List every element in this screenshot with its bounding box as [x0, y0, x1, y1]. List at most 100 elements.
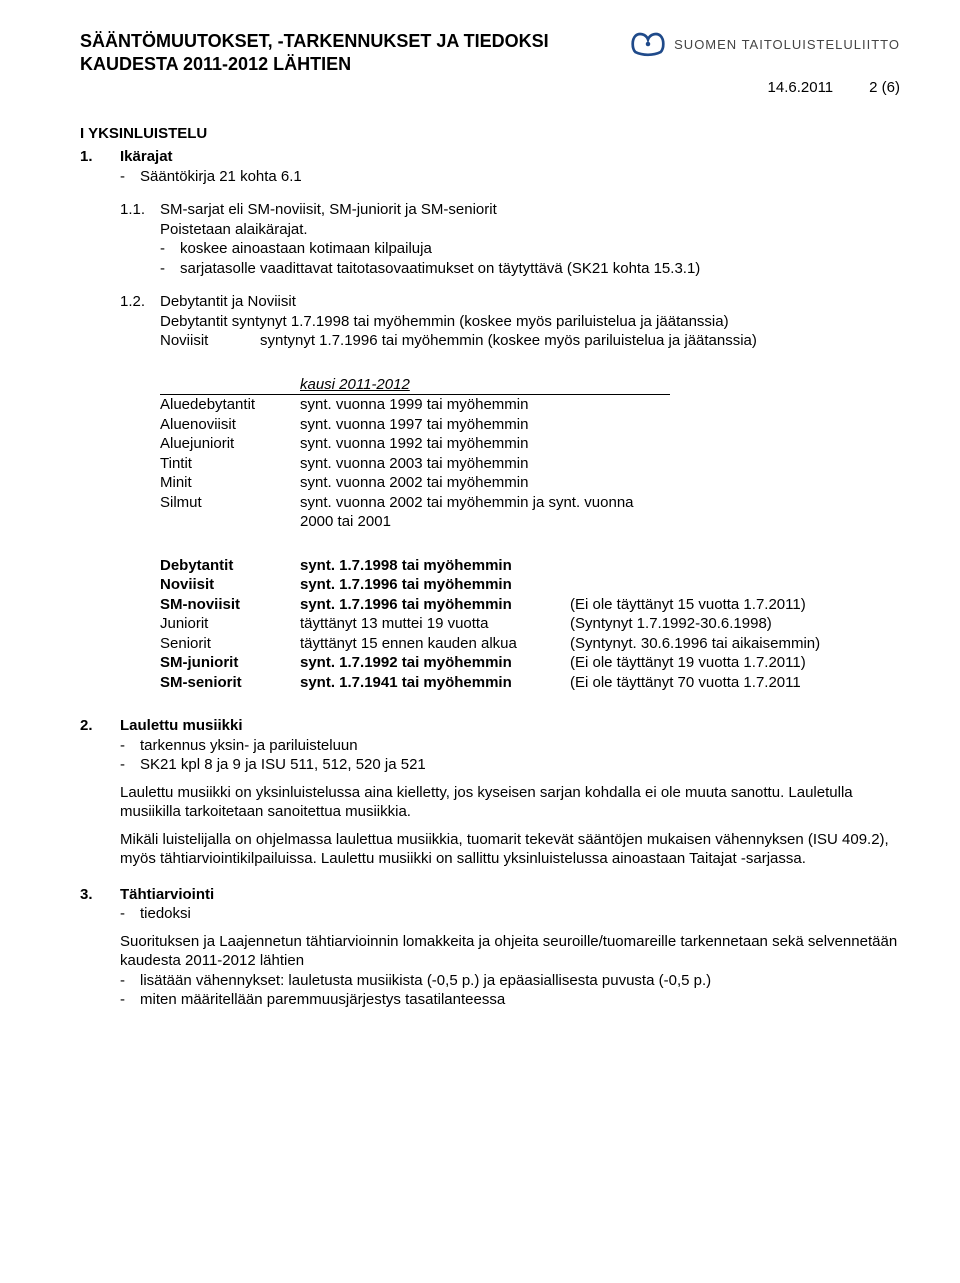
- p-2-1: Laulettu musiikki on yksinluistelussa ai…: [120, 783, 900, 822]
- table-row: Aluenoviisitsynt. vuonna 1997 tai myöhem…: [160, 415, 670, 435]
- title-3: Tähtiarviointi: [120, 885, 214, 905]
- cell-value: synt. 1.7.1941 tai myöhemmin: [300, 673, 570, 693]
- cell-note: (Ei ole täyttänyt 15 vuotta 1.7.2011): [570, 595, 830, 615]
- dash-text: tiedoksi: [140, 904, 191, 924]
- header-title: SÄÄNTÖMUUTOKSET, -TARKENNUKSET JA TIEDOK…: [80, 30, 549, 77]
- table-row: SM-senioritsynt. 1.7.1941 tai myöhemmin(…: [160, 673, 830, 693]
- dash-3-1: - tiedoksi: [120, 904, 900, 924]
- header-line1: SÄÄNTÖMUUTOKSET, -TARKENNUKSET JA TIEDOK…: [80, 30, 549, 53]
- table-row: Aluedebytantitsynt. vuonna 1999 tai myöh…: [160, 395, 670, 415]
- dash-mark: -: [120, 167, 140, 187]
- date: 14.6.2011: [768, 79, 834, 96]
- row-3: 3. Tähtiarviointi: [80, 885, 900, 905]
- cell-value: synt. 1.7.1998 tai myöhemmin: [300, 556, 570, 576]
- kausi-table-2: Debytantitsynt. 1.7.1998 tai myöhemminNo…: [160, 556, 830, 693]
- cell-note: (Ei ole täyttänyt 19 vuotta 1.7.2011): [570, 653, 830, 673]
- line-12-1: Debytantit syntynyt 1.7.1998 tai myöhemm…: [160, 312, 900, 332]
- table-row: Debytantitsynt. 1.7.1998 tai myöhemmin: [160, 556, 830, 576]
- cell-label: Juniorit: [160, 614, 300, 634]
- dash-2-2: - SK21 kpl 8 ja 9 ja ISU 511, 512, 520 j…: [120, 755, 900, 775]
- table-row: Tintitsynt. vuonna 2003 tai myöhemmin: [160, 454, 670, 474]
- line-12-2: Noviisit syntynyt 1.7.1996 tai myöhemmin…: [160, 331, 900, 351]
- cell-value: synt. 1.7.1996 tai myöhemmin: [300, 575, 570, 595]
- cell-value: synt. vuonna 1999 tai myöhemmin: [300, 395, 670, 415]
- num-12: 1.2.: [120, 292, 160, 312]
- cell-label: SM-juniorit: [160, 653, 300, 673]
- cell-value: synt. vuonna 2002 tai myöhemmin: [300, 473, 670, 493]
- dash-mark: -: [120, 990, 140, 1010]
- cell-value: synt. 1.7.1992 tai myöhemmin: [300, 653, 570, 673]
- num-1: 1.: [80, 147, 120, 167]
- table-row: Seniorittäyttänyt 15 ennen kauden alkua(…: [160, 634, 830, 654]
- dash-mark: -: [120, 736, 140, 756]
- cell-label: Noviisit: [160, 575, 300, 595]
- dash-text: Sääntökirja 21 kohta 6.1: [140, 167, 302, 187]
- dash-text: koskee ainoastaan kotimaan kilpailuja: [180, 239, 432, 259]
- cell-note: (Ei ole täyttänyt 70 vuotta 1.7.2011: [570, 673, 830, 693]
- dash-2-1: - tarkennus yksin- ja pariluisteluun: [120, 736, 900, 756]
- dash-3-2: - lisätään vähennykset: lauletusta musii…: [120, 971, 900, 991]
- title-1: Ikärajat: [120, 147, 173, 167]
- kausi-table-1: kausi 2011-2012 Aluedebytantitsynt. vuon…: [160, 375, 670, 532]
- num-11: 1.1.: [120, 200, 160, 220]
- cell-label: Seniorit: [160, 634, 300, 654]
- cell-value: synt. vuonna 1997 tai myöhemmin: [300, 415, 670, 435]
- dash-11-2: - sarjatasolle vaadittavat taitotasovaat…: [160, 259, 900, 279]
- header-brand-block: SUOMEN TAITOLUISTELULIITTO: [630, 30, 900, 58]
- cell-note: (Syntynyt. 30.6.1996 tai aikaisemmin): [570, 634, 830, 654]
- table-row: SM-junioritsynt. 1.7.1992 tai myöhemmin(…: [160, 653, 830, 673]
- table-row: Noviisitsynt. 1.7.1996 tai myöhemmin: [160, 575, 830, 595]
- cell-value: synt. vuonna 1992 tai myöhemmin: [300, 434, 670, 454]
- row-1: 1. Ikärajat: [80, 147, 900, 167]
- header-row: SÄÄNTÖMUUTOKSET, -TARKENNUKSET JA TIEDOK…: [80, 30, 900, 77]
- cell-label: Aluenoviisit: [160, 415, 300, 435]
- dash-11-1: - koskee ainoastaan kotimaan kilpailuja: [160, 239, 900, 259]
- page-number: 2 (6): [869, 79, 900, 96]
- dash-mark: -: [120, 971, 140, 991]
- cell-label: Debytantit: [160, 556, 300, 576]
- title-2: Laulettu musiikki: [120, 716, 243, 736]
- dash-1: - Sääntökirja 21 kohta 6.1: [120, 167, 900, 187]
- row-11: 1.1. SM-sarjat eli SM-noviisit, SM-junio…: [120, 200, 900, 220]
- cell-label: SM-seniorit: [160, 673, 300, 693]
- logo-icon: [630, 30, 666, 58]
- line-12-2a: Noviisit: [160, 331, 260, 351]
- dash-mark: -: [120, 755, 140, 775]
- title-12: Debytantit ja Noviisit: [160, 292, 296, 312]
- cell-value: synt. vuonna 2002 tai myöhemmin ja synt.…: [300, 493, 670, 532]
- table-row: Juniorittäyttänyt 13 muttei 19 vuotta(Sy…: [160, 614, 830, 634]
- date-row: 14.6.2011 2 (6): [80, 79, 900, 96]
- num-2: 2.: [80, 716, 120, 736]
- cell-value: synt. 1.7.1996 tai myöhemmin: [300, 595, 570, 615]
- content: I YKSINLUISTELU 1. Ikärajat - Sääntökirj…: [80, 124, 900, 1010]
- dash-text: lisätään vähennykset: lauletusta musiiki…: [140, 971, 711, 991]
- dash-text: SK21 kpl 8 ja 9 ja ISU 511, 512, 520 ja …: [140, 755, 426, 775]
- cell-label: Silmut: [160, 493, 300, 532]
- cell-value: synt. vuonna 2003 tai myöhemmin: [300, 454, 670, 474]
- cell-value: täyttänyt 13 muttei 19 vuotta: [300, 614, 570, 634]
- line-12-2b: syntynyt 1.7.1996 tai myöhemmin (koskee …: [260, 331, 757, 351]
- section-heading: I YKSINLUISTELU: [80, 124, 900, 144]
- table-row: SM-noviisitsynt. 1.7.1996 tai myöhemmin(…: [160, 595, 830, 615]
- dash-3-3: - miten määritellään paremmuusjärjestys …: [120, 990, 900, 1010]
- table-row: Silmutsynt. vuonna 2002 tai myöhemmin ja…: [160, 493, 670, 532]
- cell-note: [570, 575, 830, 595]
- dash-text: tarkennus yksin- ja pariluisteluun: [140, 736, 358, 756]
- kausi-caption: kausi 2011-2012: [300, 375, 670, 395]
- num-3: 3.: [80, 885, 120, 905]
- cell-note: (Syntynyt 1.7.1992-30.6.1998): [570, 614, 830, 634]
- table-row: Minitsynt. vuonna 2002 tai myöhemmin: [160, 473, 670, 493]
- brand-text: SUOMEN TAITOLUISTELULIITTO: [674, 37, 900, 52]
- header-line2: KAUDESTA 2011-2012 LÄHTIEN: [80, 53, 549, 76]
- table-row: Aluejunioritsynt. vuonna 1992 tai myöhem…: [160, 434, 670, 454]
- dash-mark: -: [160, 259, 180, 279]
- cell-label: Aluedebytantit: [160, 395, 300, 415]
- p-3-1: Suorituksen ja Laajennetun tähtiarvioinn…: [120, 932, 900, 971]
- row-12: 1.2. Debytantit ja Noviisit: [120, 292, 900, 312]
- cell-label: Aluejuniorit: [160, 434, 300, 454]
- p-2-2: Mikäli luistelijalla on ohjelmassa laule…: [120, 830, 900, 869]
- cell-label: SM-noviisit: [160, 595, 300, 615]
- dash-text: miten määritellään paremmuusjärjestys ta…: [140, 990, 505, 1010]
- title-11: SM-sarjat eli SM-noviisit, SM-juniorit j…: [160, 200, 497, 220]
- dash-text: sarjatasolle vaadittavat taitotasovaatim…: [180, 259, 700, 279]
